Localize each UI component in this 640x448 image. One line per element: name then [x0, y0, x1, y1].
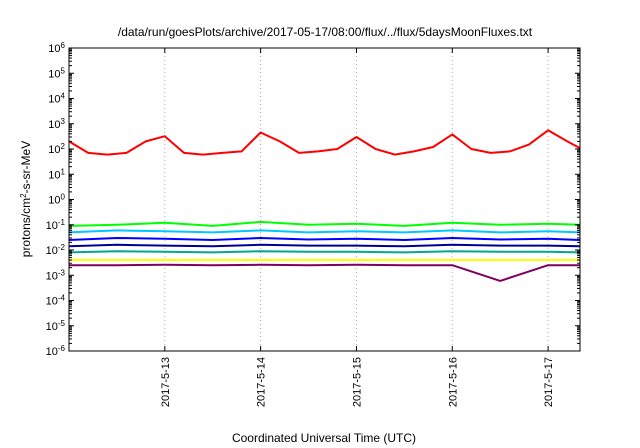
y-tick-label: 10-2 — [46, 243, 66, 258]
series-line-4 — [68, 237, 580, 241]
y-axis-label-superscript: 2 — [19, 193, 28, 198]
x-axis-ticks: 2017-5-13 2017-5-14 2017-5-15 2017-5-16 2017… — [160, 48, 555, 407]
grid — [164, 48, 549, 351]
y-axis-label: protons/cm2-s-sr-MeV — [19, 141, 34, 257]
y-tick-exponent: -3 — [58, 268, 66, 277]
series-line-1 — [68, 129, 581, 156]
y-tick-label: 101 — [48, 167, 65, 182]
y-tick-exponent: -1 — [58, 217, 66, 226]
y-tick-label: 10-6 — [46, 344, 66, 359]
y-tick-exponent: 4 — [61, 91, 66, 100]
x-tick-label: 2017-5-14 — [256, 357, 268, 407]
y-tick-label: 10-1 — [46, 217, 66, 232]
x-tick-label: 2017-5-17 — [543, 357, 555, 407]
y-tick-exponent: -6 — [58, 344, 66, 353]
x-axis-label: Coordinated Universal Time (UTC) — [232, 431, 416, 445]
y-axis-ticks: 10-610-510-410-310-210-11001011021031041… — [46, 41, 580, 359]
y-tick-label: 102 — [48, 142, 65, 157]
series-line-3 — [68, 229, 580, 234]
plot-frame — [68, 47, 581, 352]
y-tick-label: 10-4 — [46, 293, 66, 308]
series-line-8 — [69, 263, 580, 282]
y-tick-label: 105 — [48, 66, 65, 81]
y-tick-label: 10-3 — [46, 268, 66, 283]
y-axis-label-part-1: protons/cm — [19, 198, 33, 257]
y-tick-label: 10-5 — [46, 318, 66, 333]
chart-title: /data/run/goesPlots/archive/2017-05-17/0… — [118, 25, 533, 39]
y-tick-exponent: 5 — [61, 66, 66, 75]
y-tick-label: 106 — [48, 41, 65, 56]
x-tick-label: 2017-5-13 — [160, 357, 172, 407]
y-tick-exponent: -5 — [58, 318, 66, 327]
y-tick-exponent: 1 — [61, 167, 66, 176]
series-line-2 — [68, 220, 580, 227]
y-tick-exponent: 0 — [61, 192, 66, 201]
y-tick-label: 103 — [48, 116, 65, 131]
y-tick-exponent: 3 — [61, 116, 66, 125]
y-tick-exponent: -4 — [58, 293, 66, 302]
x-tick-label: 2017-5-15 — [351, 357, 363, 407]
y-tick-label: 104 — [48, 91, 65, 106]
y-tick-exponent: -2 — [58, 243, 66, 252]
y-tick-exponent: 6 — [61, 41, 66, 50]
series-line-5 — [68, 243, 580, 248]
y-axis-label-part-3: -s-sr-MeV — [19, 141, 33, 194]
y-tick-exponent: 2 — [61, 142, 66, 151]
y-tick-label: 100 — [48, 192, 65, 207]
series-layer — [68, 129, 581, 282]
x-tick-label: 2017-5-16 — [447, 357, 459, 407]
series-line-6 — [68, 250, 580, 254]
